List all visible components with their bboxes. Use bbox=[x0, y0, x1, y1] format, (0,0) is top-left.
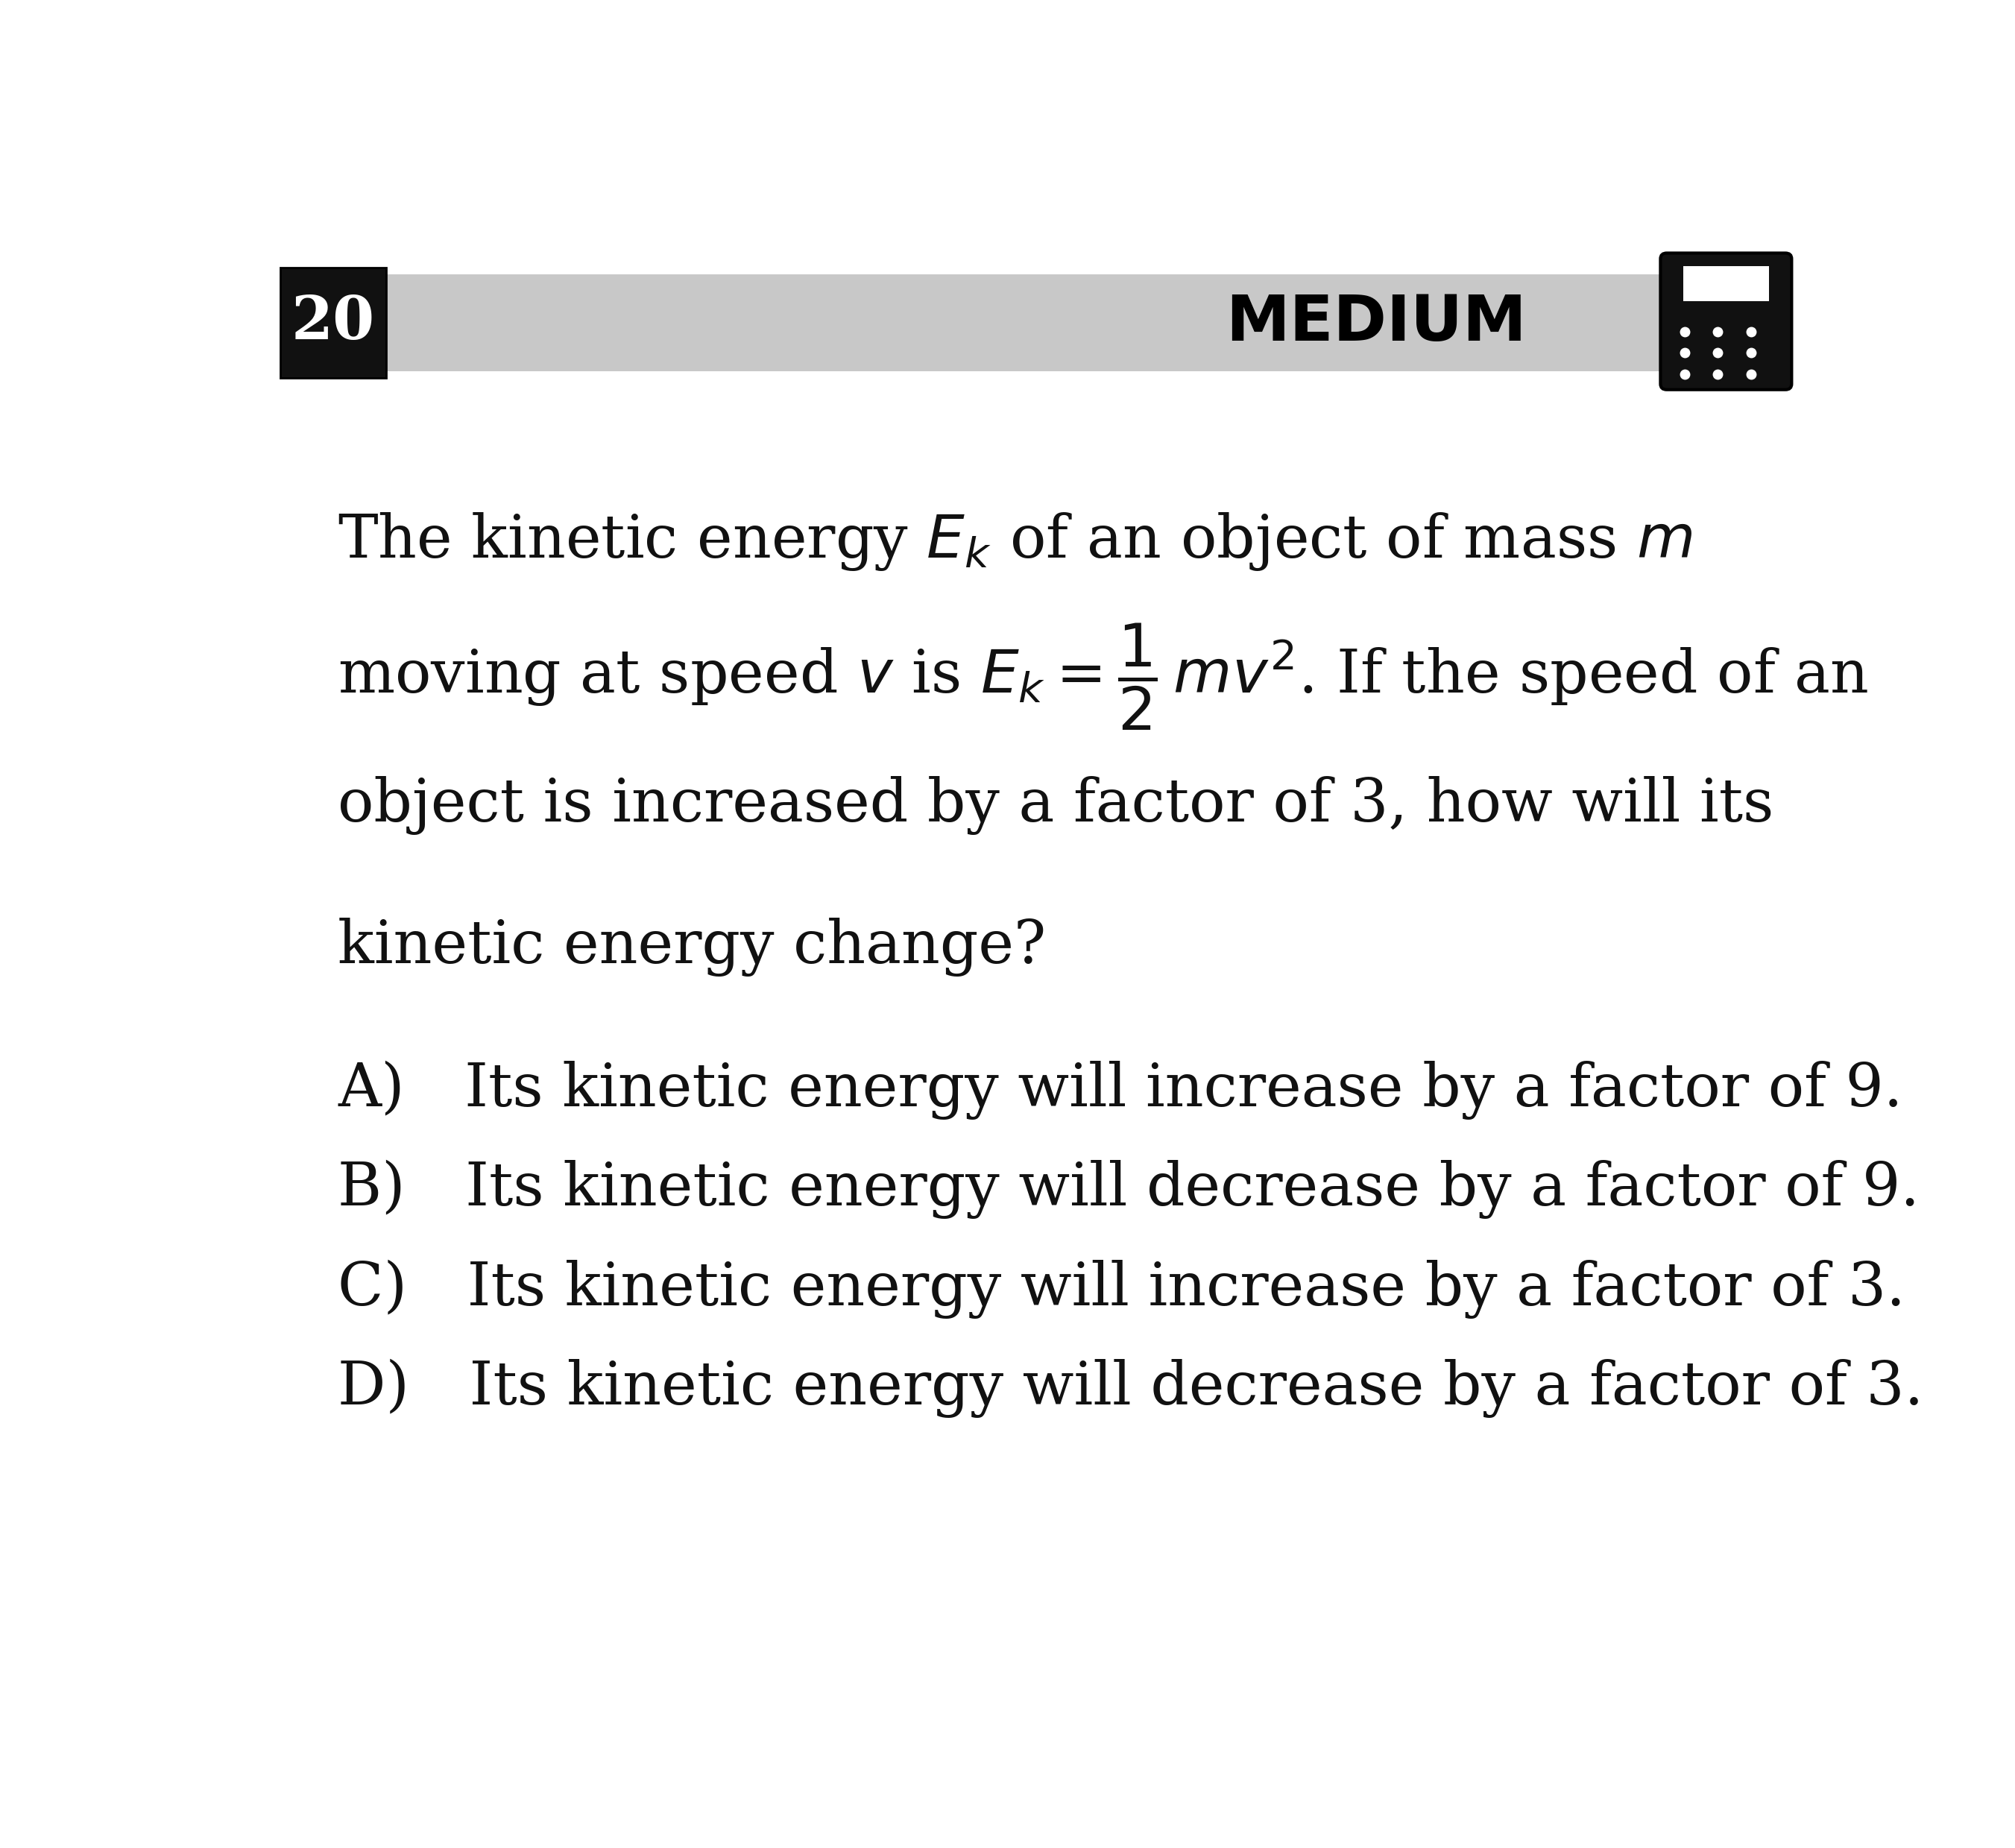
Text: D) Its kinetic energy will decrease by a factor of 3.: D) Its kinetic energy will decrease by a… bbox=[339, 1358, 1924, 1417]
Bar bbox=[1683, 266, 1769, 301]
FancyBboxPatch shape bbox=[280, 268, 387, 379]
FancyBboxPatch shape bbox=[1660, 253, 1791, 390]
Text: MEDIUM: MEDIUM bbox=[1225, 292, 1527, 353]
Text: C) Its kinetic energy will increase by a factor of 3.: C) Its kinetic energy will increase by a… bbox=[339, 1260, 1906, 1318]
Text: A) Its kinetic energy will increase by a factor of 9.: A) Its kinetic energy will increase by a… bbox=[339, 1061, 1902, 1120]
Text: The kinetic energy $E_k$ of an object of mass $m$: The kinetic energy $E_k$ of an object of… bbox=[339, 512, 1693, 573]
Text: moving at speed $v$ is $E_k = \dfrac{1}{2}\,mv^2$. If the speed of an: moving at speed $v$ is $E_k = \dfrac{1}{… bbox=[339, 623, 1868, 732]
FancyBboxPatch shape bbox=[280, 274, 1787, 371]
Text: object is increased by a factor of 3, how will its: object is increased by a factor of 3, ho… bbox=[339, 776, 1773, 835]
Text: kinetic energy change?: kinetic energy change? bbox=[339, 918, 1046, 978]
Text: 20: 20 bbox=[292, 294, 375, 351]
Text: B) Its kinetic energy will decrease by a factor of 9.: B) Its kinetic energy will decrease by a… bbox=[339, 1161, 1920, 1220]
